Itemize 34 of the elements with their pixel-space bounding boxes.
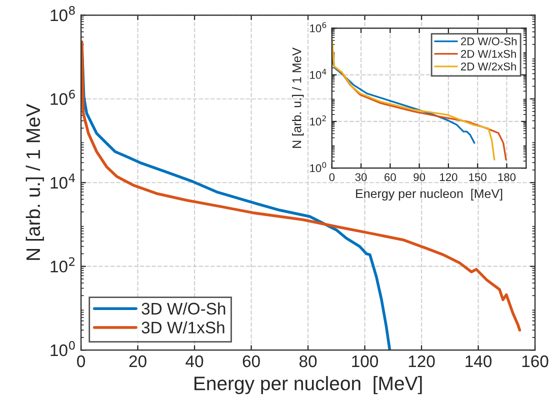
x-tick-label: 30 <box>355 173 367 182</box>
x-tick-label: 90 <box>414 173 426 182</box>
y-tick-label: 10$^{4}$ <box>50 174 75 189</box>
x-tick-label: 120 <box>408 355 435 368</box>
x-tick-label: 0 <box>77 355 86 368</box>
y-tick-label: 10$^{6}$ <box>310 22 326 32</box>
x-tick-label: 150 <box>469 173 486 182</box>
legend-label: 2D W/O-Sh <box>461 37 517 46</box>
x-tick-label: 120 <box>440 173 458 182</box>
y-tick-label: 10$^{4}$ <box>310 68 326 79</box>
y-tick-label: 10$^{2}$ <box>310 115 326 126</box>
x-axis-title: Energy per nucleon [MeV] <box>356 188 502 201</box>
legend-label: 2D W/1xSh <box>461 50 516 58</box>
legend-label: 3D W/1xSh <box>142 321 224 334</box>
y-tick-label: 10$^{2}$ <box>50 257 74 272</box>
legend-label: 2D W/2xSh <box>461 62 516 70</box>
y-tick-label: 10$^{8}$ <box>50 6 75 22</box>
y-tick-label: 10$^{0}$ <box>50 340 75 356</box>
x-tick-label: 160 <box>522 355 548 368</box>
x-tick-label: 60 <box>384 173 396 182</box>
y-tick-label: 10$^{0}$ <box>310 162 326 172</box>
x-tick-label: 40 <box>186 355 204 368</box>
x-tick-label: 140 <box>466 355 492 368</box>
x-tick-label: 20 <box>129 355 146 368</box>
x-tick-label: 100 <box>352 355 378 368</box>
y-axis-title: N [arb. u.] / 1 MeV <box>26 104 44 260</box>
x-tick-label: 180 <box>498 173 516 182</box>
x-tick-label: 80 <box>299 355 317 368</box>
x-tick-label: 60 <box>242 355 260 368</box>
x-axis-title: Energy per nucleon [MeV] <box>194 376 422 394</box>
y-tick-label: 10$^{6}$ <box>50 90 75 105</box>
y-axis-title: N [arb. u.] / 1 MeV <box>292 47 304 148</box>
legend-label: 3D W/O-Sh <box>142 302 226 315</box>
x-tick-label: 0 <box>329 173 335 182</box>
